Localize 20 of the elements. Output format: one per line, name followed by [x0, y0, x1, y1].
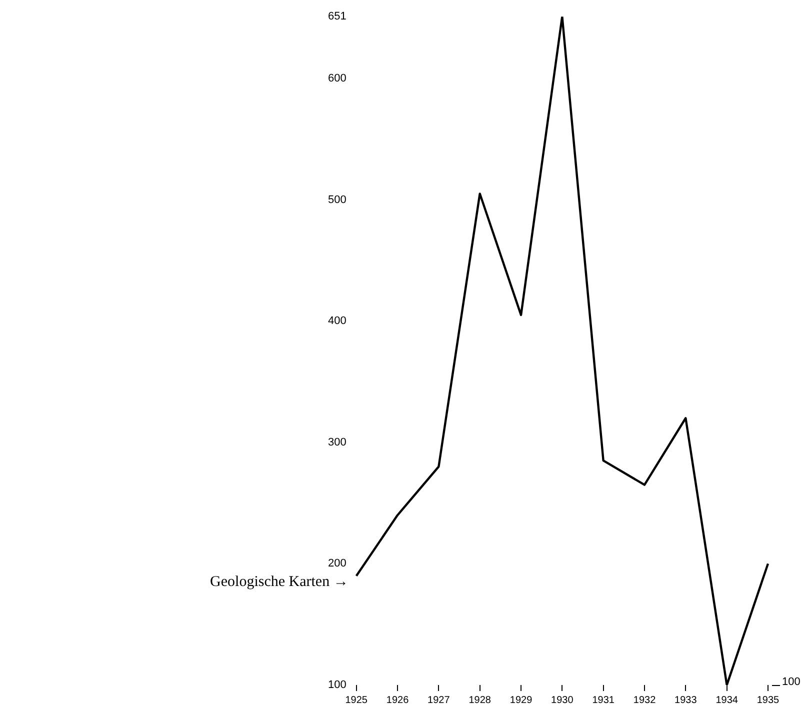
- x-tick-label: 1927: [428, 694, 450, 706]
- annotation: Geologische Karten →: [210, 574, 348, 590]
- x-tick-label: 1931: [592, 694, 615, 706]
- x-tick-label: 1930: [551, 694, 574, 706]
- annotation: 100: [782, 676, 800, 688]
- x-tick-label: 1929: [510, 694, 533, 706]
- x-tick-label: 1925: [345, 694, 368, 706]
- x-tick-label: 1934: [716, 694, 738, 706]
- y-tick-label: 600: [328, 72, 346, 84]
- y-tick-label: 651: [328, 10, 346, 23]
- x-tick-label: 1926: [386, 694, 410, 706]
- x-tick-label: 1935: [756, 694, 780, 706]
- x-tick-label: 1933: [674, 694, 698, 706]
- y-tick-label: 200: [328, 558, 346, 570]
- x-tick-label: 1932: [633, 694, 656, 706]
- y-tick-label: 400: [328, 315, 346, 328]
- x-tick-label: 1928: [468, 694, 492, 706]
- y-tick-label: 100: [328, 679, 346, 692]
- y-tick-label: 300: [328, 436, 346, 448]
- y-tick-label: 500: [328, 194, 346, 206]
